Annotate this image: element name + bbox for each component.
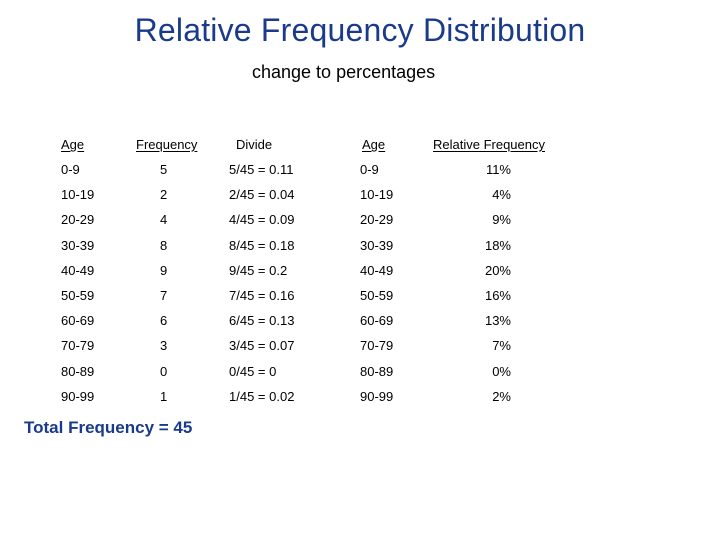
cell-age-2: 50-59 — [360, 288, 394, 303]
slide-title: Relative Frequency Distribution — [134, 12, 586, 48]
cell-age-2: 60-69 — [360, 313, 394, 328]
cell-age: 20-29 — [61, 212, 95, 227]
header-frequency: Frequency — [136, 137, 198, 152]
cell-relative-frequency: 0% — [492, 364, 511, 379]
cell-divide: 3/45 = 0.07 — [229, 338, 295, 353]
cell-age-2: 70-79 — [360, 338, 394, 353]
cell-relative-frequency: 16% — [484, 288, 511, 303]
cell-divide: 1/45 = 0.02 — [229, 389, 295, 404]
slide-subtitle: change to percentages — [252, 62, 436, 82]
cell-age-2: 0-9 — [360, 162, 379, 177]
cell-age-2: 20-29 — [360, 212, 394, 227]
cell-relative-frequency: 2% — [492, 389, 511, 404]
cell-frequency: 0 — [160, 364, 168, 379]
cell-frequency: 4 — [160, 212, 168, 227]
cell-age: 90-99 — [61, 389, 95, 404]
cell-frequency: 9 — [160, 263, 168, 278]
header-relative-frequency: Relative Frequency — [433, 137, 545, 152]
cell-frequency: 5 — [160, 162, 168, 177]
cell-age: 60-69 — [61, 313, 95, 328]
cell-age: 0-9 — [61, 162, 80, 177]
cell-age: 10-19 — [61, 187, 95, 202]
header-age-2: Age — [362, 137, 386, 152]
cell-age: 40-49 — [61, 263, 95, 278]
cell-relative-frequency: 20% — [484, 263, 511, 278]
header-divide: Divide — [236, 137, 273, 152]
cell-divide: 8/45 = 0.18 — [229, 238, 295, 253]
cell-relative-frequency: 9% — [492, 212, 511, 227]
cell-relative-frequency: 4% — [492, 187, 511, 202]
cell-frequency: 3 — [160, 338, 168, 353]
cell-relative-frequency: 18% — [484, 238, 511, 253]
cell-age-2: 40-49 — [360, 263, 394, 278]
cell-divide: 7/45 = 0.16 — [229, 288, 295, 303]
cell-age-2: 30-39 — [360, 238, 394, 253]
cell-age: 70-79 — [61, 338, 95, 353]
cell-frequency: 6 — [160, 313, 168, 328]
cell-relative-frequency: 13% — [484, 313, 511, 328]
cell-relative-frequency: 7% — [492, 338, 511, 353]
cell-age: 50-59 — [61, 288, 95, 303]
cell-divide: 5/45 = 0.11 — [229, 162, 294, 177]
cell-age-2: 90-99 — [360, 389, 394, 404]
cell-age-2: 80-89 — [360, 364, 394, 379]
cell-age: 30-39 — [61, 238, 95, 253]
cell-frequency: 1 — [160, 389, 168, 404]
cell-frequency: 7 — [160, 288, 168, 303]
cell-divide: 6/45 = 0.13 — [229, 313, 295, 328]
cell-divide: 0/45 = 0 — [229, 364, 277, 379]
header-age: Age — [61, 137, 85, 152]
cell-relative-frequency: 11% — [485, 162, 511, 177]
cell-frequency: 8 — [160, 238, 168, 253]
total-frequency-label: Total Frequency = 45 — [24, 418, 193, 437]
cell-age: 80-89 — [61, 364, 95, 379]
cell-age-2: 10-19 — [360, 187, 394, 202]
cell-divide: 4/45 = 0.09 — [229, 212, 295, 227]
cell-frequency: 2 — [160, 187, 168, 202]
cell-divide: 2/45 = 0.04 — [229, 187, 295, 202]
cell-divide: 9/45 = 0.2 — [229, 263, 288, 278]
